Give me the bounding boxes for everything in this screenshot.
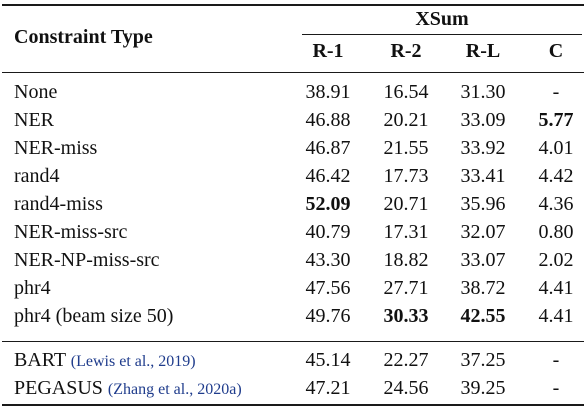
cell-r2: 17.31 <box>383 221 429 243</box>
row-label: rand4-miss <box>14 190 103 218</box>
cell-r2: 20.21 <box>383 109 429 131</box>
row-label: phr4 <box>14 274 51 302</box>
citation-link[interactable]: (Lewis et al., 2019) <box>70 353 196 370</box>
cell-r2: 21.55 <box>383 137 429 159</box>
cell-r2: 20.71 <box>383 193 429 215</box>
cell-rl: 39.25 <box>460 377 506 399</box>
table-bottom-rule <box>2 404 584 406</box>
dataset-header: XSum <box>415 8 469 30</box>
table-row: None 38.91 16.54 31.30 - <box>0 78 586 106</box>
constraint-name: rand4 <box>14 165 60 187</box>
citation-link[interactable]: (Zhang et al., 2020a) <box>107 381 242 398</box>
table-row: NER-miss 46.87 21.55 33.92 4.01 <box>0 134 586 162</box>
cell-rl: 35.96 <box>460 193 506 215</box>
cell-r1: 47.21 <box>305 377 351 399</box>
cell-r1: 40.79 <box>305 221 351 243</box>
row-label: BART (Lewis et al., 2019) <box>14 346 196 376</box>
column-header-rl: R-L <box>465 40 501 62</box>
cell-r1: 49.76 <box>305 305 351 327</box>
cell-r2: 16.54 <box>383 81 429 103</box>
row-label: None <box>14 78 57 106</box>
cell-rl: 37.25 <box>460 349 506 371</box>
cell-r1: 52.09 <box>305 193 351 215</box>
cell-c: 2.02 <box>538 249 574 271</box>
constraint-name: NER-miss-src <box>14 221 128 243</box>
constraint-name: phr4 <box>14 277 51 299</box>
row-label: NER-miss-src <box>14 218 127 246</box>
cell-r1: 47.56 <box>305 277 351 299</box>
cell-r2: 17.73 <box>383 165 429 187</box>
cell-c: 0.80 <box>538 221 574 243</box>
dataset-header-rule <box>302 34 582 35</box>
table-row: phr4 47.56 27.71 38.72 4.41 <box>0 274 586 302</box>
table-row: BART (Lewis et al., 2019) 45.14 22.27 37.25… <box>0 346 586 374</box>
constraint-name: phr4 (beam size 50) <box>14 305 174 327</box>
constraint-name: PEGASUS <box>14 377 103 399</box>
cell-rl: 38.72 <box>460 277 506 299</box>
table-row: NER 46.88 20.21 33.09 5.77 <box>0 106 586 134</box>
row-label: NER-miss <box>14 134 97 162</box>
cell-c: 4.42 <box>538 165 574 187</box>
cell-c: - <box>552 81 560 103</box>
table-row: phr4 (beam size 50) 49.76 30.33 42.55 4.41 <box>0 302 586 330</box>
cell-r1: 45.14 <box>305 349 351 371</box>
constraint-name: BART <box>14 349 66 371</box>
constraint-name: NER <box>14 109 54 131</box>
cell-r1: 38.91 <box>305 81 351 103</box>
cell-r1: 46.87 <box>305 137 351 159</box>
table-row: rand4-miss 52.09 20.71 35.96 4.36 <box>0 190 586 218</box>
cell-r2: 27.71 <box>383 277 429 299</box>
cell-c: 4.36 <box>538 193 574 215</box>
cell-rl: 32.07 <box>460 221 506 243</box>
constraint-name: NER-miss <box>14 137 98 159</box>
cell-rl: 31.30 <box>460 81 506 103</box>
column-header-r1: R-1 <box>312 40 344 62</box>
cell-rl: 33.07 <box>460 249 506 271</box>
table-row: rand4 46.42 17.73 33.41 4.42 <box>0 162 586 190</box>
column-header-r2: R-2 <box>390 40 422 62</box>
constraint-name: rand4-miss <box>14 193 103 215</box>
cell-c: - <box>552 349 560 371</box>
cell-rl: 33.41 <box>460 165 506 187</box>
constraint-name: None <box>14 81 58 103</box>
table-row: NER-miss-src 40.79 17.31 32.07 0.80 <box>0 218 586 246</box>
column-header-c: C <box>548 40 564 62</box>
constraint-type-header: Constraint Type <box>14 26 153 48</box>
cell-r2: 24.56 <box>383 377 429 399</box>
cell-c: 4.01 <box>538 137 574 159</box>
cell-r2: 22.27 <box>383 349 429 371</box>
header-rule <box>2 72 584 73</box>
constraint-name: NER-NP-miss-src <box>14 249 160 271</box>
cell-r1: 43.30 <box>305 249 351 271</box>
baseline-separator-rule <box>2 341 584 342</box>
cell-rl: 33.09 <box>460 109 506 131</box>
row-label: NER <box>14 106 54 134</box>
table-row: NER-NP-miss-src 43.30 18.82 33.07 2.02 <box>0 246 586 274</box>
row-label: phr4 (beam size 50) <box>14 302 173 330</box>
cell-r1: 46.88 <box>305 109 351 131</box>
cell-r1: 46.42 <box>305 165 351 187</box>
row-label: rand4 <box>14 162 60 190</box>
cell-c: - <box>552 377 560 399</box>
row-label: NER-NP-miss-src <box>14 246 160 274</box>
cell-rl: 33.92 <box>460 137 506 159</box>
cell-c: 4.41 <box>538 305 574 327</box>
table-top-rule <box>2 4 584 6</box>
cell-c: 4.41 <box>538 277 574 299</box>
table-row: PEGASUS (Zhang et al., 2020a) 47.21 24.56 3… <box>0 374 586 402</box>
cell-c: 5.77 <box>538 109 574 131</box>
cell-r2: 18.82 <box>383 249 429 271</box>
cell-rl: 42.55 <box>460 305 506 327</box>
cell-r2: 30.33 <box>383 305 429 327</box>
row-label: PEGASUS (Zhang et al., 2020a) <box>14 374 242 404</box>
